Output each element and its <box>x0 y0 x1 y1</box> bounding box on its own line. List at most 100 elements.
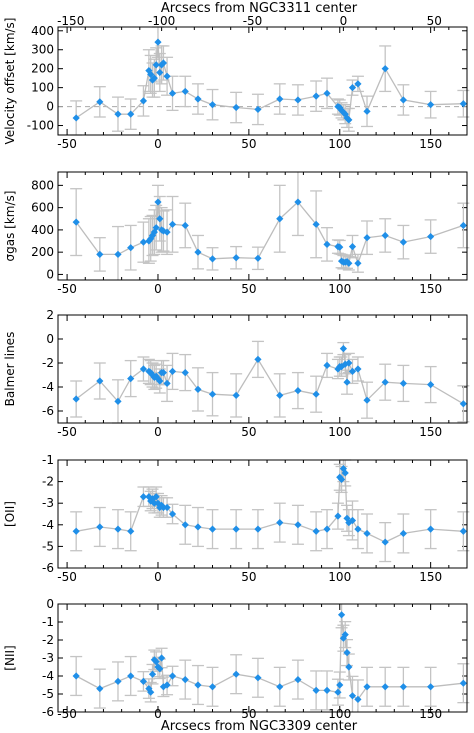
data-point <box>127 672 135 680</box>
data-point <box>232 254 240 262</box>
y-tick-label: -100 <box>27 119 54 133</box>
data-point <box>336 243 344 251</box>
data-point <box>294 198 302 206</box>
plot-frame <box>57 603 468 713</box>
y-tick-label: 0 <box>46 100 54 114</box>
data-point <box>276 519 284 527</box>
data-point <box>312 390 320 398</box>
data-point <box>276 215 284 223</box>
y-tick-label: 400 <box>31 24 54 38</box>
data-point <box>459 679 467 687</box>
data-point <box>381 683 389 691</box>
data-point <box>348 84 357 92</box>
data-point <box>154 198 162 206</box>
data-point <box>312 686 320 694</box>
x-tick-label: -50 <box>57 137 77 151</box>
data-point <box>339 634 347 642</box>
data-point <box>323 240 331 248</box>
data-point <box>427 232 435 241</box>
y-tick-label: -2 <box>42 475 54 489</box>
data-point <box>354 80 362 88</box>
x-tick-label: 50 <box>241 137 256 151</box>
data-point <box>127 244 135 252</box>
data-point <box>254 355 262 363</box>
data-point <box>152 493 160 501</box>
data-point <box>381 538 389 546</box>
bottom-tick-label: 150 <box>419 707 442 721</box>
data-point <box>148 670 157 678</box>
data-point <box>337 106 346 114</box>
y-tick-label: 600 <box>31 201 54 215</box>
x-tick-label: 50 <box>241 425 256 439</box>
data-point <box>139 238 148 246</box>
data-point <box>72 527 80 535</box>
data-point <box>354 525 362 533</box>
data-point <box>341 110 349 118</box>
plot-frame <box>57 314 468 424</box>
data-point <box>194 248 202 256</box>
data-point <box>341 631 349 639</box>
data-point <box>254 525 262 533</box>
y-tick-label: -6 <box>42 404 54 418</box>
data-point <box>343 378 351 386</box>
data-point <box>399 529 407 538</box>
data-point <box>341 469 349 477</box>
top-tick-label: 50 <box>427 14 442 28</box>
panel-4: [OII] -1 -2 -3 -4 -5 -6-50 0 50 100 150 <box>3 453 470 584</box>
series-line <box>75 201 464 266</box>
data-point <box>232 525 240 533</box>
plot-frame <box>57 459 468 569</box>
data-point <box>399 683 407 691</box>
data-point <box>181 676 189 684</box>
data-point <box>345 519 353 527</box>
data-point <box>114 397 122 405</box>
y-tick-label: 2 <box>46 308 54 322</box>
y-tick-label: -2 <box>42 633 54 647</box>
data-point <box>323 525 331 533</box>
x-tick-label: 0 <box>154 282 162 296</box>
data-point <box>459 527 467 535</box>
data-point <box>72 672 80 680</box>
data-point <box>254 674 262 682</box>
bottom-axis-title: Arcsecs from NGC3309 center <box>161 719 358 733</box>
data-point <box>96 250 104 258</box>
x-tick-label: 100 <box>328 137 351 151</box>
data-point <box>163 681 171 689</box>
data-point <box>163 379 171 387</box>
data-point <box>145 685 153 693</box>
top-axis-ticks: -150 -100 -50 0 50 <box>57 14 442 31</box>
data-point <box>72 395 80 403</box>
data-point <box>181 87 189 96</box>
x-tick-label: 0 <box>154 137 162 151</box>
data-point <box>156 215 164 223</box>
data-point <box>159 503 168 512</box>
x-tick-label: 0 <box>154 425 162 439</box>
data-point <box>139 493 148 501</box>
series-line <box>75 42 464 122</box>
data-point <box>150 499 158 507</box>
y-tick-label: 200 <box>31 245 54 259</box>
y-axis-label: Velocity offset [km/s] <box>3 18 17 145</box>
y-tick-label: -6 <box>42 705 54 719</box>
x-tick-label: 100 <box>328 282 351 296</box>
x-tick-label: 150 <box>419 425 442 439</box>
data-point <box>156 377 164 385</box>
data-point <box>334 512 342 520</box>
data-point <box>312 92 320 100</box>
data-point <box>145 493 153 501</box>
top-axis-title: Arcsecs from NGC3311 center <box>161 1 358 16</box>
data-point <box>194 95 202 103</box>
data-point <box>363 234 371 242</box>
data-point <box>348 242 357 251</box>
data-point <box>339 345 347 353</box>
data-point <box>194 681 202 689</box>
data-point <box>354 365 362 373</box>
y-tick-label: 0 <box>46 267 54 281</box>
data-point <box>354 259 362 267</box>
data-point <box>168 220 177 228</box>
data-point <box>150 656 158 664</box>
data-point <box>159 59 168 67</box>
data-point <box>323 89 331 97</box>
data-point <box>232 103 240 112</box>
